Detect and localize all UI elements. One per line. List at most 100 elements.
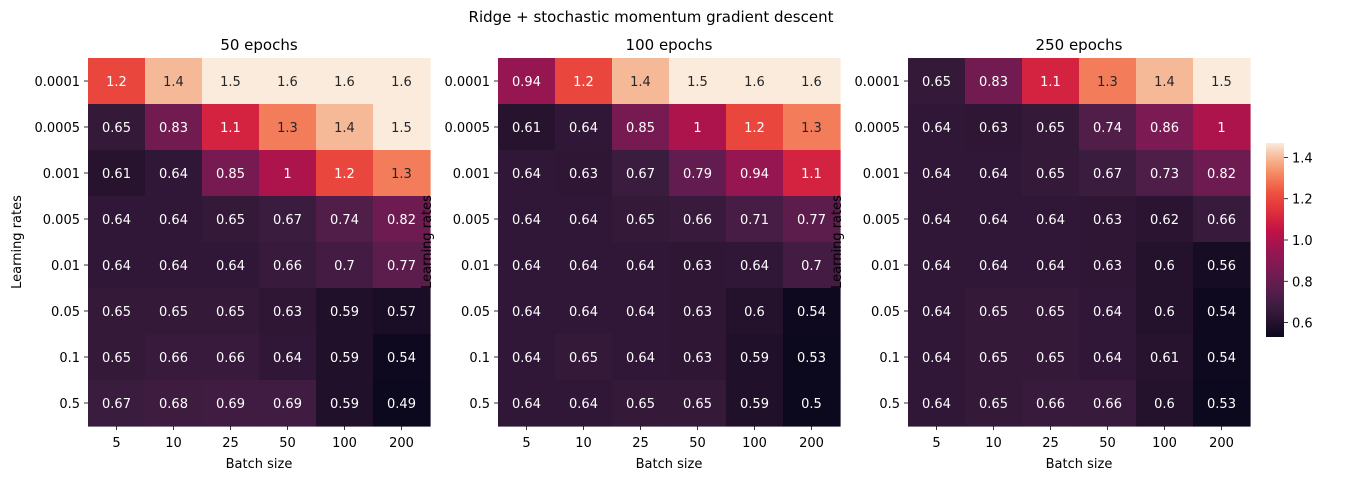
heatmap-cell xyxy=(1136,58,1194,105)
cell-value-label: 0.61 xyxy=(102,167,131,182)
heatmap-cell xyxy=(669,150,727,197)
heatmap-cell xyxy=(783,380,841,427)
cell-value-label: 1.6 xyxy=(801,75,822,90)
heatmap-cell xyxy=(726,334,784,381)
y-tick-label: 0.0005 xyxy=(35,121,81,136)
heatmap-cell xyxy=(1193,196,1251,243)
cell-value-label: 0.68 xyxy=(159,397,188,412)
cell-value-label: 0.63 xyxy=(683,259,712,274)
cell-value-label: 0.54 xyxy=(387,351,416,366)
heatmap-cell xyxy=(498,242,556,289)
heatmap-cell xyxy=(259,288,317,335)
heatmap-cell xyxy=(726,242,784,289)
heatmap-cell xyxy=(1136,242,1194,289)
heatmap-cell xyxy=(202,334,260,381)
cell-value-label: 1.1 xyxy=(220,121,241,136)
heatmap-cell xyxy=(1079,104,1137,151)
cell-value-label: 1 xyxy=(283,167,291,182)
cell-value-label: 0.94 xyxy=(740,167,769,182)
heatmap-cell xyxy=(145,288,203,335)
heatmap-cell xyxy=(726,380,784,427)
heatmap-cell xyxy=(498,58,556,105)
heatmap-cell xyxy=(1193,242,1251,289)
cell-value-label: 1.1 xyxy=(1040,75,1061,90)
heatmap-cell xyxy=(1079,196,1137,243)
heatmap-cell xyxy=(908,104,966,151)
heatmap-cell xyxy=(1022,104,1080,151)
cell-value-label: 0.64 xyxy=(273,351,302,366)
heatmap-cell xyxy=(1136,150,1194,197)
x-tick-label: 10 xyxy=(165,436,182,451)
colorbar-tick-label: 0.6 xyxy=(1292,317,1313,332)
cell-value-label: 0.63 xyxy=(683,305,712,320)
heatmap-cell xyxy=(555,334,613,381)
heatmap-cell xyxy=(965,104,1023,151)
x-tick-label: 100 xyxy=(742,436,767,451)
cell-value-label: 0.6 xyxy=(1154,305,1175,320)
heatmap-cell xyxy=(669,380,727,427)
heatmap-grid: 0.65 0.83 1.1 1.3 1.4 1.50.64 0.63 0.65 0.74 0.86… xyxy=(855,58,1251,451)
heatmap-cell xyxy=(669,196,727,243)
cell-value-label: 0.7 xyxy=(801,259,822,274)
cell-value-label: 0.59 xyxy=(740,397,769,412)
cell-value-label: 0.59 xyxy=(330,397,359,412)
y-tick-label: 0.0005 xyxy=(855,121,901,136)
cell-value-label: 0.83 xyxy=(979,75,1008,90)
cell-value-label: 0.54 xyxy=(797,305,826,320)
cell-value-label: 0.65 xyxy=(216,213,245,228)
heatmap-cell xyxy=(1022,150,1080,197)
y-tick-label: 0.1 xyxy=(469,351,490,366)
cell-value-label: 0.64 xyxy=(1093,351,1122,366)
cell-value-label: 0.64 xyxy=(569,213,598,228)
y-tick-label: 0.5 xyxy=(59,397,80,412)
cell-value-label: 0.66 xyxy=(1207,213,1236,228)
heatmap-cell xyxy=(965,334,1023,381)
heatmap-cell xyxy=(1079,288,1137,335)
y-tick-label: 0.001 xyxy=(43,167,80,182)
heatmap-cell xyxy=(202,196,260,243)
heatmap-cell xyxy=(1193,380,1251,427)
heatmap-cell xyxy=(145,334,203,381)
heatmap-cell xyxy=(498,104,556,151)
cell-value-label: 1.3 xyxy=(391,167,412,182)
cell-value-label: 0.64 xyxy=(1036,259,1065,274)
heatmap-cell xyxy=(1079,242,1137,289)
cell-value-label: 0.83 xyxy=(159,121,188,136)
cell-value-label: 1 xyxy=(693,121,701,136)
heatmap-cell xyxy=(908,58,966,105)
heatmap-cell xyxy=(612,104,670,151)
cell-value-label: 0.7 xyxy=(334,259,355,274)
cell-value-label: 0.64 xyxy=(102,213,131,228)
cell-value-label: 0.77 xyxy=(387,259,416,274)
x-tick-label: 25 xyxy=(1042,436,1059,451)
cell-value-label: 0.65 xyxy=(102,121,131,136)
x-tick-label: 5 xyxy=(112,436,120,451)
heatmap-cell xyxy=(555,150,613,197)
heatmap-cell xyxy=(908,242,966,289)
heatmap-cell xyxy=(612,242,670,289)
heatmap-cell xyxy=(202,150,260,197)
cell-value-label: 1.5 xyxy=(687,75,708,90)
cell-value-label: 0.74 xyxy=(1093,121,1122,136)
cell-value-label: 0.64 xyxy=(626,305,655,320)
heatmap-cell xyxy=(145,196,203,243)
colorbar-tick-label: 1.2 xyxy=(1292,193,1313,208)
cell-value-label: 0.56 xyxy=(1207,259,1236,274)
cell-value-label: 0.64 xyxy=(512,167,541,182)
cell-value-label: 0.85 xyxy=(626,121,655,136)
cell-value-label: 0.64 xyxy=(569,121,598,136)
cell-value-label: 1.2 xyxy=(744,121,765,136)
heatmap-cell xyxy=(1022,242,1080,289)
heatmap-cell xyxy=(612,334,670,381)
heatmap-cell xyxy=(373,58,431,105)
heatmap-cell xyxy=(965,58,1023,105)
heatmap-cell xyxy=(498,334,556,381)
cell-value-label: 1.6 xyxy=(277,75,298,90)
heatmap-cell xyxy=(1136,288,1194,335)
heatmap-cell xyxy=(965,196,1023,243)
cell-value-label: 0.74 xyxy=(330,213,359,228)
y-tick-label: 0.01 xyxy=(461,259,490,274)
heatmap-cell xyxy=(555,58,613,105)
cell-value-label: 0.86 xyxy=(1150,121,1179,136)
heatmap-cell xyxy=(1022,334,1080,381)
